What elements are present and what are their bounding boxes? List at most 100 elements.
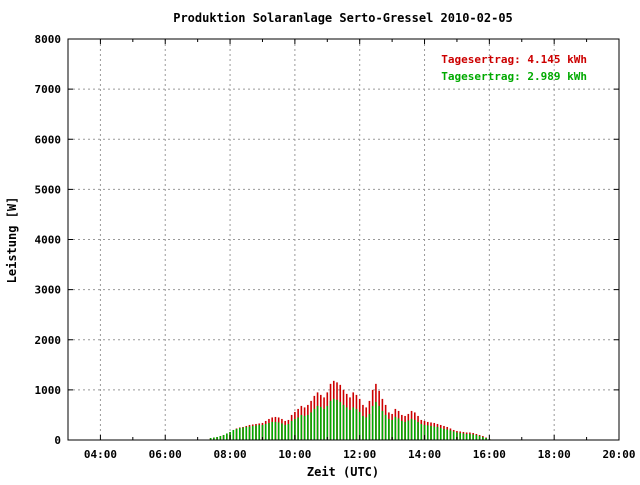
grid-layer xyxy=(68,39,619,440)
series-2-bar xyxy=(316,405,319,440)
x-tick-label: 06:00 xyxy=(149,448,182,461)
series-2-bar xyxy=(255,425,257,440)
ticks-layer: 0 1000 2000 3000 4000 5000 6000 7000 8000 04:00 06… xyxy=(35,33,636,461)
series-2-bar xyxy=(245,426,248,440)
x-tick-label: 14:00 xyxy=(408,448,441,461)
x-axis-label: Zeit (UTC) xyxy=(307,465,379,479)
series-2-bar xyxy=(242,427,244,440)
series-2-bar xyxy=(219,435,222,440)
bars-layer xyxy=(209,380,491,440)
series-2-bar xyxy=(209,437,212,440)
series-2-bar xyxy=(417,421,419,440)
series-2-bar xyxy=(404,421,406,440)
series-2-bar xyxy=(264,423,267,440)
legend-entry-1: Tagesertrag: 4.145 kWh xyxy=(441,53,587,66)
series-2-bar xyxy=(378,405,380,440)
series-2-bar xyxy=(433,426,436,440)
series-2-bar xyxy=(449,430,452,440)
y-tick-label: 4000 xyxy=(35,234,62,247)
series-2-bar xyxy=(443,428,445,440)
x-tick-label: 18:00 xyxy=(538,448,571,461)
series-2-bar xyxy=(281,423,283,440)
series-2-bar xyxy=(216,436,218,440)
y-tick-label: 3000 xyxy=(35,284,62,297)
series-2-bar xyxy=(381,410,384,440)
series-2-bar xyxy=(469,433,471,440)
series-2-bar xyxy=(472,434,474,440)
series-2-bar xyxy=(452,431,455,440)
x-tick-label: 20:00 xyxy=(602,448,635,461)
series-2-bar xyxy=(297,417,299,440)
series-2-bar xyxy=(394,416,397,440)
series-2-bar xyxy=(307,414,309,440)
series-2-bar xyxy=(456,432,458,440)
series-2-bar xyxy=(482,436,484,440)
series-2-bar xyxy=(274,421,277,440)
series-2-bar xyxy=(401,420,403,440)
series-2-bar xyxy=(339,401,342,440)
chart-title: Produktion Solaranlage Serto-Gressel 201… xyxy=(173,11,513,25)
series-2-bar xyxy=(290,420,293,440)
series-2-bar xyxy=(436,426,439,440)
series-2-bar xyxy=(414,419,416,440)
series-2-bar xyxy=(410,418,413,440)
x-tick-label: 10:00 xyxy=(278,448,311,461)
series-2-bar xyxy=(294,418,296,440)
series-2-bar xyxy=(303,415,306,440)
series-2-bar xyxy=(326,405,329,440)
series-2-bar xyxy=(258,424,261,440)
x-tick-label: 12:00 xyxy=(343,448,376,461)
y-tick-label: 0 xyxy=(54,434,61,447)
x-tick-label: 16:00 xyxy=(473,448,506,461)
x-tick-label: 08:00 xyxy=(213,448,246,461)
series-2-bar xyxy=(342,404,345,440)
series-2-bar xyxy=(358,411,361,440)
y-tick-label: 8000 xyxy=(35,33,62,46)
series-2-bar xyxy=(332,398,335,440)
y-tick-label: 2000 xyxy=(35,334,62,347)
series-2-bar xyxy=(238,427,241,440)
series-2-bar xyxy=(349,409,351,440)
series-2-bar xyxy=(407,420,410,440)
series-2-bar xyxy=(300,414,303,440)
series-2-bar xyxy=(430,425,432,440)
series-2-bar xyxy=(310,412,312,440)
series-2-bar xyxy=(320,406,322,440)
series-2-bar xyxy=(277,422,280,440)
series-2-bar xyxy=(475,434,478,440)
series-2-bar xyxy=(446,429,449,440)
series-2-bar xyxy=(362,415,364,440)
series-2-bar xyxy=(423,424,426,440)
y-tick-label: 1000 xyxy=(35,384,62,397)
y-tick-label: 7000 xyxy=(35,83,62,96)
series-2-bar xyxy=(375,401,377,440)
series-2-bar xyxy=(391,419,393,440)
y-axis-label: Leistung [W] xyxy=(5,197,19,284)
series-2-bar xyxy=(222,434,225,440)
series-2-bar xyxy=(355,408,358,440)
series-2-bar xyxy=(345,407,348,440)
series-2-bar xyxy=(248,426,251,440)
series-2-bar xyxy=(465,433,468,440)
series-2-bar xyxy=(371,405,374,440)
legend: Tagesertrag: 4.145 kWh Tagesertrag: 2.989… xyxy=(441,53,587,83)
series-2-bar xyxy=(251,425,254,440)
series-2-bar xyxy=(420,423,423,440)
series-2-bar xyxy=(336,399,338,440)
series-2-bar xyxy=(462,433,465,440)
series-2-bar xyxy=(384,414,387,440)
series-2-bar xyxy=(261,424,264,440)
series-2-bar xyxy=(485,437,487,440)
series-2-bar xyxy=(352,407,355,440)
series-2-bar xyxy=(226,433,228,440)
legend-entry-2: Tagesertrag: 2.989 kWh xyxy=(441,70,587,83)
series-2-bar xyxy=(368,413,371,440)
y-tick-label: 5000 xyxy=(35,183,62,196)
series-2-bar xyxy=(478,435,481,440)
series-2-bar xyxy=(287,423,290,440)
series-2-bar xyxy=(213,437,215,440)
series-2-bar xyxy=(365,417,367,440)
series-2-bar xyxy=(268,422,270,440)
